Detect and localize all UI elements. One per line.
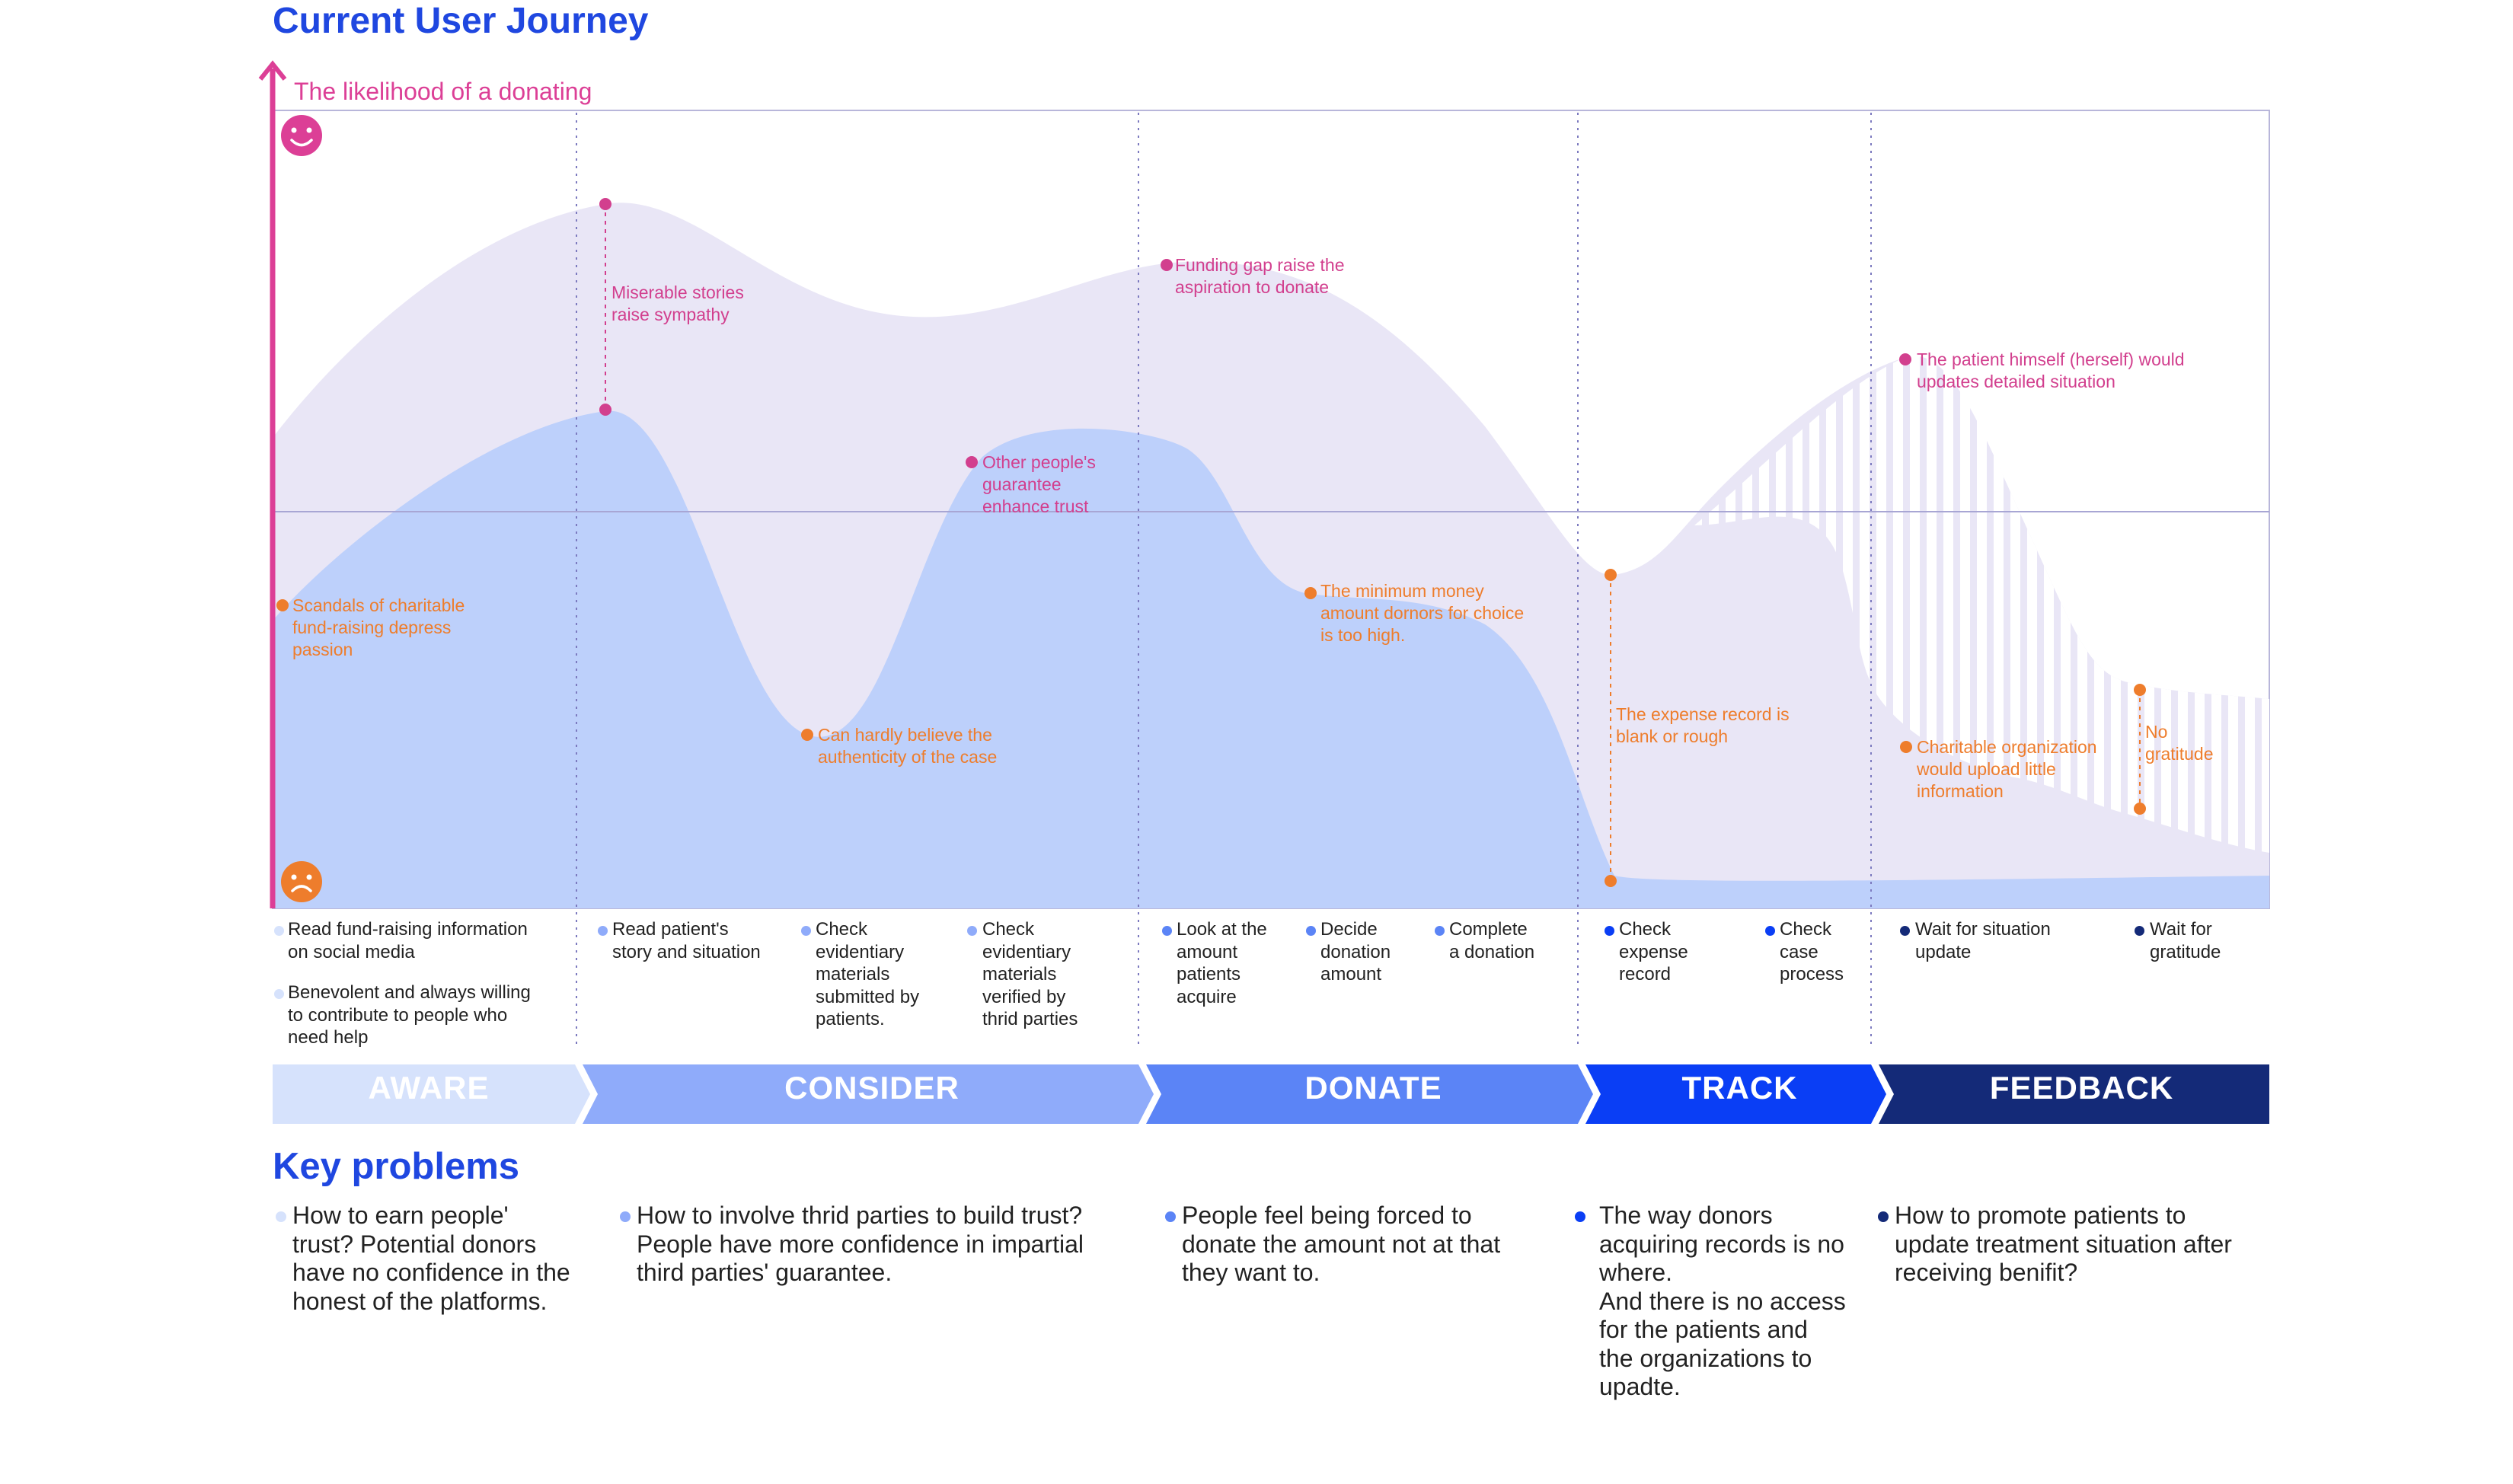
phase-label-consider: CONSIDER [784, 1070, 960, 1106]
step-benevolent: Benevolent and always willing to contrib… [288, 982, 531, 1048]
step-bullet [1435, 926, 1445, 936]
step-bullet [967, 926, 977, 936]
annotation-funding-gap: Funding gap raise the aspiration to dona… [1175, 255, 1345, 297]
step-bullet [274, 926, 284, 936]
annotation-patient-updates: The patient himself (herself) would upda… [1917, 349, 2185, 391]
phase-label-donate: DONATE [1304, 1070, 1442, 1106]
y-axis-arrowhead [258, 60, 287, 81]
annotation-no-gratitude: No gratitude [2145, 722, 2214, 764]
annotation-scandals: Scandals of charitable fund-raising depr… [292, 595, 465, 659]
phase-banner [273, 1064, 2269, 1124]
problem-donate: People feel being forced to donate the a… [1182, 1202, 1501, 1286]
step-wait-situation-update: Wait for situation update [1915, 919, 2051, 962]
problem-bullet [1878, 1211, 1889, 1222]
step-bullet [1162, 926, 1172, 936]
annotation-minimum-amount: The minimum money amount dornors for cho… [1320, 581, 1525, 645]
phase-consider: CONSIDER [598, 1058, 1146, 1118]
step-bullet [801, 926, 811, 936]
annotation-miserable-stories: Miserable stories raise sympathy [611, 282, 744, 324]
step-complete-donation: Complete a donation [1449, 919, 1535, 962]
lower-emotion-area [273, 410, 2269, 908]
step-read-patient-story: Read patient's story and situation [612, 919, 761, 962]
problem-bullet [1165, 1211, 1176, 1222]
problem-feedback: How to promote patients to update treatm… [1895, 1202, 2232, 1286]
step-bullet [1765, 926, 1775, 936]
step-bullet [1306, 926, 1316, 936]
problem-track: The way donors acquiring records is no w… [1599, 1202, 1846, 1400]
sad-face-icon [281, 861, 322, 902]
problem-consider: How to involve thrid parties to build tr… [637, 1202, 1084, 1286]
step-wait-gratitude: Wait for gratitude [2150, 919, 2221, 962]
phase-feedback: FEEDBACK [1894, 1058, 2269, 1118]
step-read-fundraising-info: Read fund-raising information on social … [288, 919, 528, 962]
happy-face-icon [281, 115, 322, 156]
phase-chevron-aware [273, 1064, 590, 1124]
step-check-case-process: Check case process [1780, 919, 1844, 985]
phase-chevron-donate [1146, 1064, 1593, 1124]
phase-donate: DONATE [1161, 1058, 1585, 1118]
annotation-little-information: Charitable organization would upload lit… [1917, 737, 2097, 801]
problem-aware: How to earn people' trust? Potential don… [292, 1202, 570, 1315]
phase-dividers [576, 113, 1872, 1047]
annotation-expense-record: The expense record is blank or rough [1616, 704, 1790, 746]
phase-track: TRACK [1601, 1058, 1879, 1118]
step-bullet [2135, 926, 2144, 936]
negative-markers [276, 569, 2146, 887]
phase-chevron-feedback [1879, 1064, 2269, 1124]
step-decide-amount: Decide donation amount [1320, 919, 1391, 985]
step-check-thirdparty-materials: Check evidentiary materials verified by … [982, 919, 1078, 1029]
step-look-at-amount: Look at the amount patients acquire [1177, 919, 1267, 1007]
y-axis-label: The likelihood of a donating [294, 78, 592, 105]
annotation-others-guarantee: Other people's guarantee enhance trust [982, 452, 1096, 516]
problem-bullet [1575, 1211, 1585, 1222]
phase-chevron-track [1585, 1064, 1886, 1124]
phase-aware: AWARE [273, 1058, 585, 1118]
positive-markers [599, 198, 1911, 468]
key-problems-title: Key problems [273, 1146, 520, 1187]
page-title: Current User Journey [273, 1, 649, 41]
problem-bullet [620, 1211, 631, 1222]
annotation-authenticity: Can hardly believe the authenticity of t… [818, 725, 998, 767]
step-check-patient-materials: Check evidentiary materials submitted by… [816, 919, 920, 1029]
phase-label-feedback: FEEDBACK [1989, 1070, 2174, 1106]
step-bullet [1605, 926, 1614, 936]
phase-label-track: TRACK [1681, 1070, 1798, 1106]
step-check-expense-record: Check expense record [1619, 919, 1688, 985]
phase-chevron-consider [583, 1064, 1154, 1124]
step-bullet [274, 989, 284, 999]
step-bullet [598, 926, 608, 936]
problem-bullet [276, 1211, 286, 1222]
phase-label-aware: AWARE [368, 1070, 490, 1106]
step-bullet [1900, 926, 1910, 936]
